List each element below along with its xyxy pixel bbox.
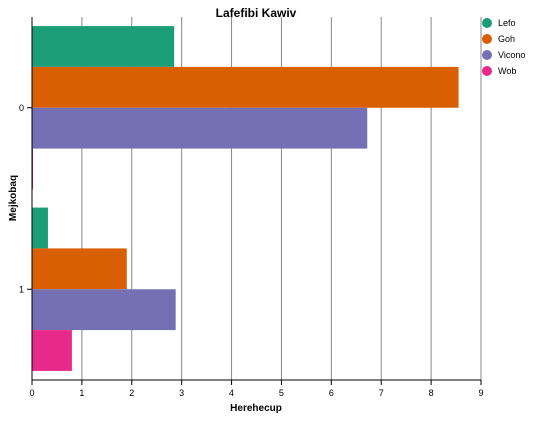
bar-lefo xyxy=(32,26,175,67)
chart-title: Lafefibi Kawiv xyxy=(216,6,297,20)
y-axis-label: Mejkobaq xyxy=(8,175,19,221)
axes: 0 1 2 3 4 5 6 7 8 9 0 1 xyxy=(19,17,484,398)
bar-wob xyxy=(32,330,72,371)
x-axis-label: Herehecup xyxy=(230,403,282,414)
x-tick-label: 0 xyxy=(29,388,34,398)
bar-goh xyxy=(32,66,459,108)
x-tick-label: 1 xyxy=(79,388,84,398)
x-tick-label: 3 xyxy=(179,388,184,398)
x-tick-label: 2 xyxy=(129,388,134,398)
x-tick-label: 4 xyxy=(229,388,234,398)
bar-vicono xyxy=(32,289,176,331)
x-tick-label: 7 xyxy=(379,388,384,398)
y-tick-label: 1 xyxy=(19,284,24,294)
x-tick-label: 6 xyxy=(329,388,334,398)
legend-label-lefo: Lefo xyxy=(498,18,516,28)
legend-marker-lefo xyxy=(482,18,492,28)
legend-label-wob: Wob xyxy=(498,66,516,76)
x-tick-label: 8 xyxy=(429,388,434,398)
legend: Lefo Goh Vicono Wob xyxy=(482,18,525,76)
bar-lefo xyxy=(32,207,48,249)
legend-marker-goh xyxy=(482,34,492,44)
legend-label-vicono: Vicono xyxy=(498,50,525,60)
bar-vicono xyxy=(32,107,368,149)
legend-label-goh: Goh xyxy=(498,34,515,44)
legend-marker-vicono xyxy=(482,50,492,60)
y-tick-label: 0 xyxy=(19,103,24,113)
bar-goh xyxy=(32,248,127,290)
bars xyxy=(32,26,459,371)
legend-marker-wob xyxy=(482,66,492,76)
x-tick-label: 9 xyxy=(478,388,483,398)
x-tick-label: 5 xyxy=(279,388,284,398)
